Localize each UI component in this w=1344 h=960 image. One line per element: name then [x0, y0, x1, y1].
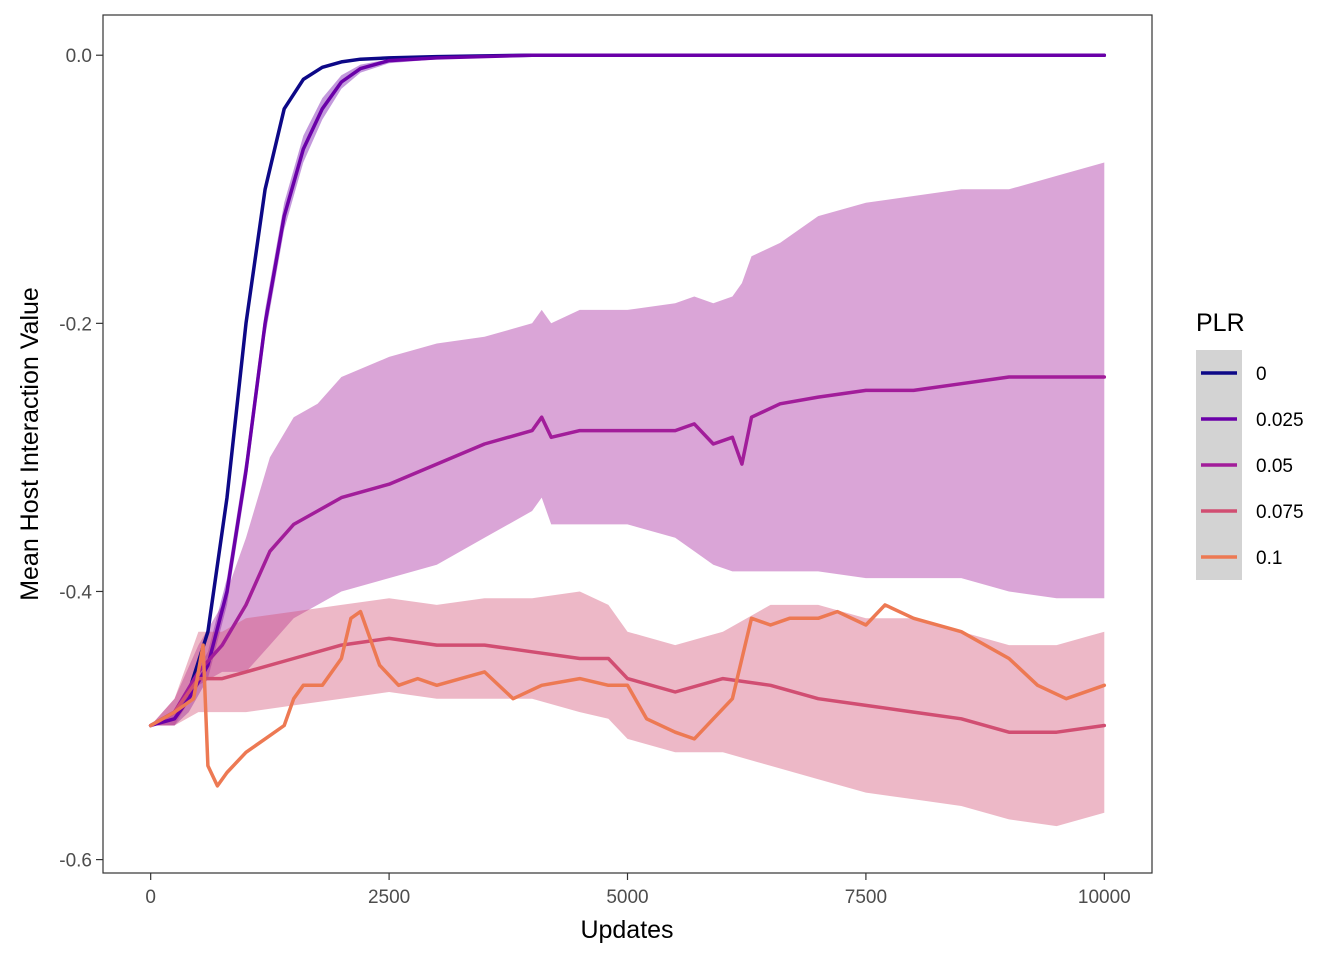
x-tick-label: 7500: [845, 887, 887, 908]
confidence-bands: [150, 55, 1105, 827]
y-tick-label: 0.0: [66, 46, 92, 67]
legend-label-plr-0.05: 0.05: [1256, 456, 1293, 477]
y-tick-label: -0.4: [59, 582, 92, 603]
x-tick-label: 5000: [606, 887, 648, 908]
line-plr-0.05: [148, 375, 1107, 728]
legend-title: PLR: [1196, 309, 1245, 337]
y-tick-label: -0.6: [59, 851, 92, 872]
line-plr-0.025: [148, 53, 1107, 728]
y-axis: 0.0 -0.2 -0.4 -0.6: [59, 46, 103, 872]
x-tick-label: 2500: [368, 887, 410, 908]
legend-label-plr-0.025: 0.025: [1256, 410, 1304, 431]
legend: 0 0.025 0.05 0.075 0.1: [1196, 350, 1304, 580]
y-axis-title: Mean Host Interaction Value: [16, 287, 44, 601]
x-axis: 0 2500 5000 7500 10000: [145, 873, 1131, 908]
legend-label-plr-0.1: 0.1: [1256, 548, 1282, 569]
band-plr-0.05: [150, 162, 1105, 726]
series-lines: [148, 53, 1107, 788]
y-tick-label: -0.2: [59, 314, 92, 335]
x-tick-label: 0: [145, 887, 156, 908]
line-plr-0.1: [148, 603, 1107, 788]
line-plr-0.075: [148, 636, 1107, 734]
legend-label-plr-0.075: 0.075: [1256, 502, 1304, 523]
x-axis-title: Updates: [580, 916, 673, 944]
legend-label-plr-0: 0: [1256, 364, 1267, 385]
x-tick-label: 10000: [1078, 887, 1131, 908]
band-plr-0.075: [150, 591, 1105, 827]
